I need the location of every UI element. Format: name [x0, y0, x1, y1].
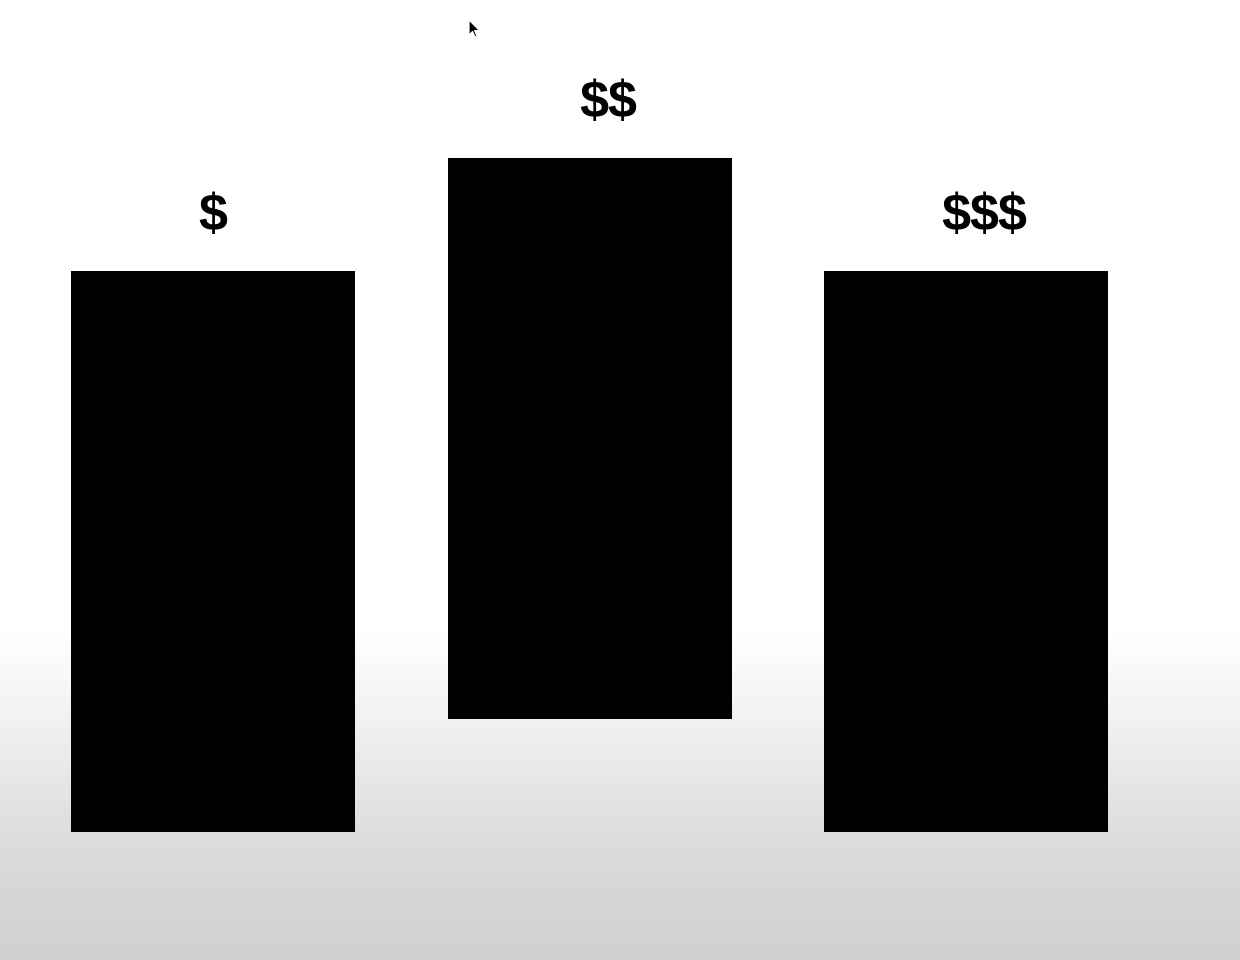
price-tier-card-mid[interactable] — [448, 158, 732, 719]
price-tier-card-high[interactable] — [824, 271, 1108, 832]
price-tier-label-mid: $$ — [580, 71, 637, 129]
mouse-pointer-icon — [468, 19, 481, 38]
price-tier-label-low: $ — [199, 184, 228, 242]
price-tier-label-high: $$$ — [942, 184, 1027, 242]
price-tier-card-low[interactable] — [71, 271, 355, 832]
